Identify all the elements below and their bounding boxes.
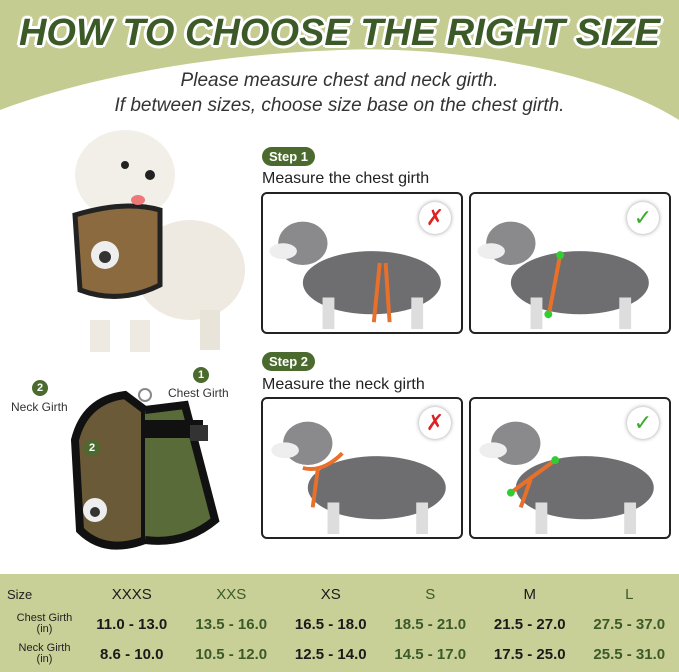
page-title: HOW TO CHOOSE THE RIGHT SIZE <box>18 12 661 54</box>
size-cell: XXS <box>216 585 247 603</box>
neck-label: Neck Girth <box>18 642 71 654</box>
size-cell: S <box>425 585 436 603</box>
neck-unit: (in) <box>36 653 53 665</box>
neck-cell: 14.5 - 17.0 <box>394 645 467 663</box>
chest-cell: 27.5 - 37.0 <box>593 615 666 633</box>
step1-badge: Step 1 <box>262 147 316 166</box>
subtitle-line-2: If between sizes, choose size base on th… <box>114 95 565 116</box>
size-cell: M <box>523 585 537 603</box>
harness-photo <box>70 388 220 550</box>
subtitle-line-1: Please measure chest and neck girth. <box>180 70 499 91</box>
chest-girth-label: Chest Girth <box>168 386 229 400</box>
chest-row: Chest Girth (in) 11.0 - 13.0 13.5 - 16.0 … <box>0 610 679 638</box>
header-background <box>0 0 679 140</box>
chest-unit: (in) <box>36 623 53 635</box>
size-cell: L <box>625 585 634 603</box>
neck-cell: 25.5 - 31.0 <box>593 645 666 663</box>
check-icon: ✓ <box>627 202 659 234</box>
chest-label: Chest Girth <box>16 612 73 624</box>
dog-wearing-harness-photo <box>72 130 245 352</box>
size-header: Size <box>7 586 33 602</box>
chest-cell: 21.5 - 27.0 <box>493 615 566 633</box>
size-cell: XXXS <box>111 585 152 603</box>
neck-cell: 8.6 - 10.0 <box>100 645 164 663</box>
neck-girth-marker: 2 <box>32 380 48 396</box>
chest-cell: 11.0 - 13.0 <box>96 615 168 633</box>
chest-cell: 18.5 - 21.0 <box>394 615 467 633</box>
neck-cell: 12.5 - 14.0 <box>294 645 367 663</box>
neck-header: Neck Girth (in) <box>0 643 82 665</box>
check-icon: ✓ <box>627 407 659 439</box>
neck-row: Neck Girth (in) 8.6 - 10.0 10.5 - 12.0 12… <box>0 640 679 668</box>
step1-text: Measure the chest girth <box>262 170 430 187</box>
chest-right-example: ✓ <box>469 192 671 334</box>
chest-header: Chest Girth (in) <box>0 613 82 635</box>
step2-text: Measure the neck girth <box>262 376 425 393</box>
neck-girth-label: Neck Girth <box>11 400 68 414</box>
neck-right-example: ✓ <box>469 397 671 539</box>
neck-cell: 17.5 - 25.0 <box>493 645 566 663</box>
inner-neck-marker: 2 <box>84 440 100 456</box>
cross-icon: ✗ <box>419 407 451 439</box>
chest-cell: 16.5 - 18.0 <box>294 615 367 633</box>
cross-icon: ✗ <box>419 202 451 234</box>
chest-wrong-example: ✗ <box>261 192 463 334</box>
neck-wrong-example: ✗ <box>261 397 463 539</box>
step2-badge: Step 2 <box>262 352 316 371</box>
size-chart: Size XXXS XXS XS S M L Chest Girth (in) 1… <box>0 572 679 672</box>
neck-cell: 10.5 - 12.0 <box>195 645 268 663</box>
size-cell: XS <box>320 585 341 603</box>
size-row: Size XXXS XXS XS S M L <box>0 582 679 606</box>
chest-cell: 13.5 - 16.0 <box>195 615 268 633</box>
chest-girth-marker: 1 <box>193 367 209 383</box>
